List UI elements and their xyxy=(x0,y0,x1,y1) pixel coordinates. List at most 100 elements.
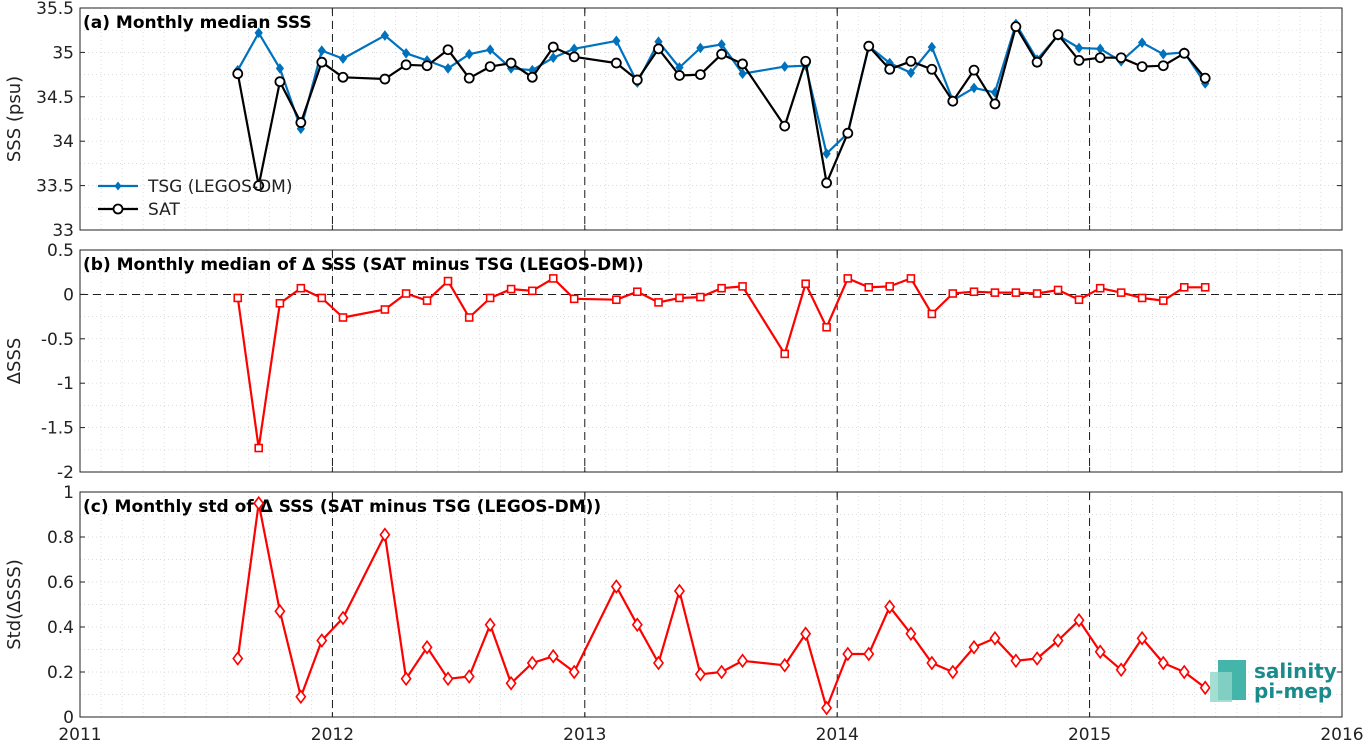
data-point xyxy=(1178,47,1190,59)
y-tick-label: 33.5 xyxy=(36,177,74,197)
data-point xyxy=(463,72,475,84)
series-line xyxy=(236,502,1206,710)
data-point xyxy=(653,43,664,55)
data-point xyxy=(1010,653,1022,669)
data-point xyxy=(254,27,263,39)
data-point xyxy=(1096,43,1105,55)
data-point xyxy=(485,293,495,303)
data-point xyxy=(674,70,685,81)
data-point xyxy=(233,293,243,303)
data-point xyxy=(717,283,726,293)
y-tick-label: 35.5 xyxy=(36,0,74,19)
data-point xyxy=(1010,21,1022,33)
data-point xyxy=(338,53,348,64)
data-point xyxy=(1073,612,1085,628)
series-line xyxy=(236,277,1206,450)
y-axis-label: Std(ΔSSS) xyxy=(4,559,25,650)
data-point xyxy=(464,313,474,322)
data-point xyxy=(1031,651,1043,666)
data-point xyxy=(1157,60,1169,72)
data-point xyxy=(989,98,1001,110)
y-tick-label: -1.5 xyxy=(41,419,74,439)
y-tick-label: 0.6 xyxy=(47,573,74,593)
data-point xyxy=(675,293,684,303)
x-tick-label: 2014 xyxy=(816,725,859,745)
data-point xyxy=(317,45,326,56)
y-tick-label: 34.5 xyxy=(36,88,74,108)
data-point xyxy=(526,71,538,83)
data-point xyxy=(926,655,938,671)
data-point xyxy=(737,653,749,669)
panel-a-monthly-median-sss: 33 33.5 34 34.5 35 35.5 SSS (psu) (a) Monthly m… xyxy=(4,0,1343,241)
data-point xyxy=(863,646,875,662)
data-point xyxy=(316,56,328,68)
data-point xyxy=(989,630,1001,646)
panel-c-std-delta-sss: 0 0.2 0.4 0.6 0.8 1 2011 2012 2013 2014 2015 2016 St… xyxy=(4,483,1364,745)
data-point xyxy=(694,666,706,682)
data-point xyxy=(1052,633,1064,648)
data-point xyxy=(421,639,433,655)
data-point xyxy=(1094,52,1106,64)
data-point xyxy=(547,41,559,53)
data-point xyxy=(486,44,495,56)
data-point xyxy=(317,293,327,303)
data-point xyxy=(694,69,706,80)
axes-box xyxy=(79,249,1343,473)
data-point xyxy=(253,495,265,511)
y-tick-label: 0.4 xyxy=(47,618,74,638)
data-point xyxy=(800,626,812,642)
data-point xyxy=(275,298,285,308)
data-point xyxy=(274,603,286,619)
data-point xyxy=(631,617,643,633)
data-point xyxy=(1137,293,1147,303)
data-point xyxy=(337,610,349,626)
data-point xyxy=(612,295,621,305)
x-tick-label: 2011 xyxy=(58,725,101,745)
axes-box xyxy=(79,7,1343,231)
legend-marker xyxy=(112,203,124,215)
axes-box xyxy=(79,491,1343,718)
data-point xyxy=(296,283,306,293)
data-point xyxy=(780,349,790,359)
data-point xyxy=(401,289,411,298)
data-point xyxy=(696,292,705,302)
data-point xyxy=(1095,283,1105,293)
data-point xyxy=(863,40,875,52)
data-point xyxy=(400,59,412,71)
data-point xyxy=(1137,37,1147,48)
data-point xyxy=(737,58,748,70)
data-point xyxy=(274,76,286,88)
y-tick-label: 33 xyxy=(52,221,74,241)
data-point xyxy=(442,671,454,687)
data-point xyxy=(443,276,453,286)
data-point xyxy=(232,68,244,80)
data-point xyxy=(1031,56,1043,68)
data-point xyxy=(1199,72,1211,84)
data-point xyxy=(800,55,812,67)
x-tick-label: 2013 xyxy=(563,725,606,745)
data-point xyxy=(738,68,747,80)
data-point xyxy=(1179,282,1189,292)
y-tick-label: 0 xyxy=(63,285,74,305)
data-point xyxy=(780,61,789,72)
data-point xyxy=(547,648,559,664)
data-point xyxy=(906,67,916,79)
data-point xyxy=(232,651,244,666)
data-point xyxy=(1052,29,1064,41)
x-tick-label: 2015 xyxy=(1068,725,1111,745)
data-point xyxy=(968,64,980,76)
data-point xyxy=(885,282,894,291)
data-point xyxy=(568,664,580,680)
data-point xyxy=(610,57,622,69)
legend-label: TSG (LEGOS-DM) xyxy=(147,177,292,197)
data-point xyxy=(463,669,475,684)
data-point xyxy=(631,74,643,86)
y-axis-label: ΔSSS xyxy=(4,338,25,385)
y-tick-label: 0.8 xyxy=(47,528,74,548)
data-point xyxy=(1011,288,1021,297)
data-point xyxy=(442,44,454,56)
data-point xyxy=(1094,644,1106,660)
data-point xyxy=(822,148,831,159)
logo-wave-icon-back xyxy=(1210,672,1232,702)
data-point xyxy=(253,180,265,192)
